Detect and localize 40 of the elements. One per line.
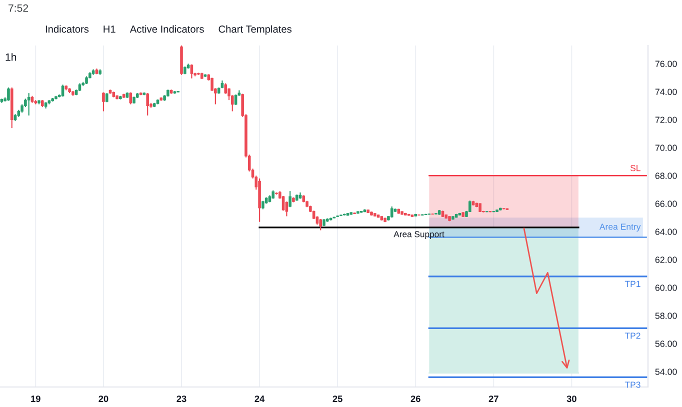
x-tick-label: 20	[98, 396, 108, 402]
x-tick-label: 27	[488, 396, 498, 402]
text: 1h	[6, 53, 16, 61]
candlestick	[7, 86, 10, 102]
series-label: TP1	[624, 280, 640, 287]
x-tick-label: 19	[31, 396, 40, 402]
x-tick-label: 25	[332, 396, 342, 402]
series-label: TP3	[624, 382, 640, 388]
y-tick-label: 74.00	[655, 88, 677, 95]
y-tick-label: 58.00	[655, 312, 677, 319]
x-tick-label: 24	[254, 396, 265, 402]
y-tick-label: 56.00	[655, 340, 677, 347]
candlestick	[61, 84, 64, 98]
y-tick-label: 68.00	[655, 172, 677, 179]
text: 7:52	[8, 4, 28, 12]
candlestick	[190, 64, 194, 79]
y-tick-label: 66.00	[655, 200, 677, 207]
x-tick-label: 26	[410, 396, 420, 402]
candlestick	[146, 92, 149, 116]
candlestick	[288, 190, 292, 208]
candlestick	[27, 92, 30, 116]
text: Indicators	[46, 25, 89, 33]
series-label: TP2	[624, 332, 640, 339]
series-label: Area Entry	[599, 224, 641, 232]
x-tick-label: 23	[176, 396, 186, 402]
annotation: Area Support	[394, 231, 444, 239]
text: Chart Templates	[218, 25, 292, 35]
y-tick-label: 72.00	[655, 116, 677, 123]
text: H1	[104, 26, 116, 33]
y-tick-label: 70.00	[655, 144, 677, 151]
candlestick	[319, 218, 322, 231]
y-tick-label: 60.00	[655, 284, 677, 291]
y-tick-label: 76.00	[655, 60, 677, 68]
x-tick-label: 30	[566, 396, 576, 402]
y-tick-label: 54.00	[655, 368, 677, 375]
y-tick-label: 62.00	[655, 256, 677, 263]
candlestick	[102, 92, 105, 112]
series-label: SL	[630, 164, 640, 172]
y-tick-label: 64.00	[655, 228, 677, 235]
text: Active Indicators	[130, 25, 204, 33]
